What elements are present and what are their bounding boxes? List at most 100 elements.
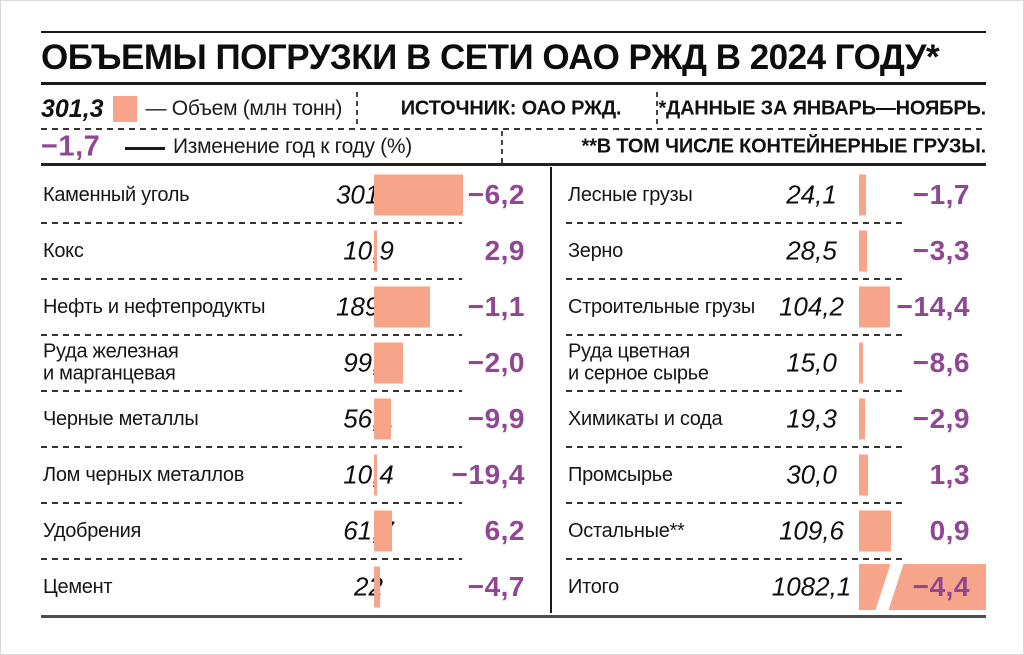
change-value: −4,7 — [467, 571, 525, 602]
volume-bar — [859, 342, 863, 384]
change-value: −14,4 — [896, 291, 970, 322]
under-title-rule — [41, 82, 986, 85]
volume-value: 22 — [354, 571, 383, 602]
table-row: Нефть и нефтепродукты 189,5 −1,1 — [41, 279, 531, 336]
volume-value: 10,4 — [343, 459, 394, 490]
change-value: −2,9 — [912, 403, 970, 434]
category-label: Лом черных металлов — [43, 463, 245, 486]
volume-bar — [859, 510, 891, 552]
category-label: Зерно — [568, 239, 623, 262]
volume-bar — [859, 454, 868, 496]
legend-volume-key: 301,3 — Объем (млн тонн) — [41, 89, 342, 129]
table-row: Химикаты и сода 19,3 −2,9 — [566, 391, 986, 448]
row-separator — [41, 558, 462, 560]
volume-value: 104,2 — [778, 291, 845, 322]
change-value: −4,4 — [912, 571, 970, 602]
table-row: Черные металлы 56,1 −9,9 — [41, 391, 531, 448]
volume-value: 1082,1 — [771, 571, 852, 602]
change-value: −6,2 — [467, 179, 525, 210]
volume-bar — [374, 398, 391, 440]
volume-value: 61,7 — [343, 515, 394, 546]
top-rule — [41, 31, 986, 33]
category-label: Лесные грузы — [568, 183, 693, 206]
category-label: Остальные** — [568, 519, 685, 542]
row-separator — [41, 446, 462, 448]
volume-value: 15,0 — [786, 347, 837, 378]
volume-bar — [374, 566, 380, 608]
category-label: Химикаты и сода — [568, 407, 723, 430]
volume-bar — [859, 398, 865, 440]
change-line-icon — [125, 147, 165, 150]
row-separator — [41, 390, 462, 392]
volume-bar — [374, 510, 392, 552]
category-label: Нефть и нефтепродукты — [43, 295, 266, 318]
cargo-table: Каменный уголь 301,3 −6,2 Кокс 10,9 2,9 … — [41, 167, 986, 615]
row-separator — [566, 558, 906, 560]
legend-volume-label: — Объем (млн тонн) — [145, 97, 343, 120]
row-separator — [41, 222, 462, 224]
category-label: Промсырье — [568, 463, 673, 486]
volume-value: 56,1 — [343, 403, 394, 434]
table-row: Удобрения 61,7 6,2 — [41, 503, 531, 560]
volume-value: 19,3 — [786, 403, 837, 434]
bottom-rule — [41, 615, 986, 618]
row-separator — [566, 334, 906, 336]
category-label: Цемент — [43, 575, 113, 598]
change-value: −3,3 — [912, 235, 970, 266]
change-value: 0,9 — [929, 515, 970, 546]
table-row: Кокс 10,9 2,9 — [41, 223, 531, 280]
legend-separator — [501, 131, 503, 163]
category-label: Каменный уголь — [43, 183, 190, 206]
row-separator — [41, 334, 462, 336]
row-separator — [566, 222, 906, 224]
footnote-period: *ДАННЫЕ ЗА ЯНВАРЬ—НОЯБРЬ. — [658, 97, 986, 120]
change-value: −1,7 — [912, 179, 970, 210]
volume-bar — [374, 230, 377, 272]
table-row: Руда цветная и серное сырье 15,0 −8,6 — [566, 335, 986, 392]
bar-break-slash — [874, 561, 905, 613]
volume-swatch-icon — [112, 96, 137, 122]
volume-value: 28,5 — [786, 235, 837, 266]
volume-value: 24,1 — [786, 179, 837, 210]
table-row: Лом черных металлов 10,4 −19,4 — [41, 447, 531, 504]
volume-bar — [374, 342, 403, 384]
change-value: −8,6 — [912, 347, 970, 378]
legend-volume-example: 301,3 — [41, 94, 104, 123]
table-row: Лесные грузы 24,1 −1,7 — [566, 167, 986, 224]
table-row: Промсырье 30,0 1,3 — [566, 447, 986, 504]
legend-separator — [656, 92, 658, 126]
volume-bar — [859, 561, 986, 613]
category-label: Кокс — [43, 239, 84, 262]
legend-separator — [356, 92, 358, 126]
volume-value: 30,0 — [786, 459, 837, 490]
volume-bar — [859, 230, 867, 272]
row-separator — [566, 278, 906, 280]
legend-change-row: −1,7 Изменение год к году (%) **В ТОМ ЧИ… — [41, 131, 986, 163]
column-divider — [550, 167, 552, 613]
table-column-right: Лесные грузы 24,1 −1,7 Зерно 28,5 −3,3 С… — [566, 167, 986, 615]
volume-bar — [374, 174, 463, 216]
legend-volume-row: 301,3 — Объем (млн тонн) ИСТОЧНИК: ОАО Р… — [41, 89, 986, 129]
category-label: Удобрения — [43, 519, 141, 542]
table-column-left: Каменный уголь 301,3 −6,2 Кокс 10,9 2,9 … — [41, 167, 531, 615]
table-row: Руда железная и марганцевая 99,7 −2,0 — [41, 335, 531, 392]
legend-change-example: −1,7 — [41, 130, 101, 163]
table-row: Каменный уголь 301,3 −6,2 — [41, 167, 531, 224]
change-value: 6,2 — [484, 515, 525, 546]
category-label: Итого — [568, 575, 619, 598]
row-separator — [41, 502, 462, 504]
volume-bar — [374, 454, 377, 496]
source-label: ИСТОЧНИК: ОАО РЖД. — [400, 97, 622, 120]
change-value: 2,9 — [484, 235, 525, 266]
table-row: Зерно 28,5 −3,3 — [566, 223, 986, 280]
legend-dashed-divider — [41, 128, 986, 130]
change-value: −9,9 — [467, 403, 525, 434]
volume-bar — [859, 174, 866, 216]
volume-bar — [374, 286, 430, 328]
change-value: 1,3 — [929, 459, 970, 490]
row-separator — [41, 278, 462, 280]
category-label: Руда цветная и серное сырье — [568, 340, 709, 385]
volume-value: 99,7 — [343, 347, 394, 378]
table-row: Остальные** 109,6 0,9 — [566, 503, 986, 560]
